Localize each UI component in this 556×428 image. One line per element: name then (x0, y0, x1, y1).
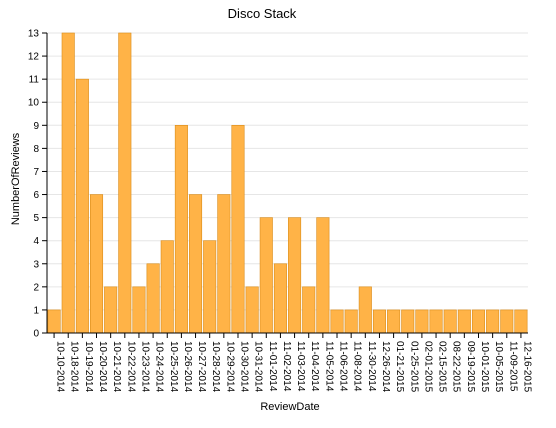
y-tick-label: 8 (33, 144, 39, 155)
bar (203, 240, 217, 334)
bar (330, 309, 344, 334)
bar (415, 309, 429, 334)
y-tick-label: 13 (28, 29, 40, 40)
y-tick-label: 5 (33, 213, 39, 224)
bar (231, 125, 245, 334)
x-tick-label: 10-29-2014 (224, 341, 235, 393)
x-tick-label: 10-22-2014 (125, 341, 136, 393)
bar (471, 309, 486, 334)
bar (174, 125, 188, 334)
bar (429, 309, 443, 334)
bar (443, 309, 457, 334)
bar (146, 263, 160, 334)
x-axis-title: ReviewDate (260, 401, 319, 413)
y-tick-label: 10 (28, 98, 40, 109)
bar (457, 309, 471, 334)
y-tick-label: 3 (33, 259, 39, 270)
x-tick-label: 11-05-2014 (323, 341, 334, 392)
bar (500, 309, 514, 334)
x-tick-label: 10-19-2014 (83, 341, 94, 393)
y-tick-label: 11 (29, 75, 40, 86)
bar (75, 78, 89, 334)
y-axis-title: NumberOfReviews (10, 132, 22, 225)
x-tick-label: 08-22-2015 (451, 341, 462, 393)
bar (316, 217, 330, 334)
x-tick-label: 10-24-2014 (154, 341, 165, 393)
bar (372, 309, 386, 334)
x-tick-label: 10-28-2014 (210, 341, 221, 393)
y-tick-label: 9 (33, 121, 39, 132)
bar (401, 309, 415, 334)
x-tick-label: 12-16-2015 (521, 341, 532, 393)
y-tick-label: 12 (28, 52, 40, 63)
y-tick-label: 6 (33, 190, 39, 201)
bar (189, 194, 203, 334)
bar (358, 286, 372, 334)
bar (118, 32, 132, 334)
bar (245, 286, 259, 334)
x-tick-label: 10-20-2014 (97, 341, 108, 393)
x-axis: 10-10-2014 10-18-2014 10-19-2014 10-20-2014… (47, 332, 532, 393)
x-tick-label: 10-25-2014 (168, 341, 179, 393)
x-tick-label: 10-30-2014 (238, 341, 249, 393)
bar (344, 309, 358, 334)
bar (273, 263, 287, 334)
bar (47, 309, 61, 334)
x-tick-label: 10-31-2014 (253, 341, 264, 393)
x-tick-label: 09-19-2015 (465, 341, 476, 393)
bar (514, 309, 528, 334)
x-tick-label: 11-01-2014 (267, 341, 278, 392)
x-tick-label: 11-03-2014 (295, 341, 306, 392)
bar (160, 240, 174, 334)
x-tick-label: 10-27-2014 (196, 341, 207, 393)
x-tick-label: 10-01-2015 (479, 341, 490, 393)
x-tick-label: 10-10-2014 (55, 341, 66, 393)
y-tick-label: 1 (33, 305, 39, 316)
bar (61, 32, 75, 334)
x-tick-label: 11-06-2014 (338, 341, 349, 392)
x-tick-label: 10-05-2015 (493, 341, 504, 393)
x-tick-label: 01-21-2015 (394, 341, 405, 393)
y-tick-label: 4 (33, 236, 39, 247)
x-tick-label: 10-23-2014 (139, 341, 150, 393)
x-tick-label: 11-09-2015 (507, 341, 518, 392)
x-tick-label: 10-18-2014 (69, 341, 80, 393)
x-tick-label: 10-26-2014 (182, 341, 193, 393)
bar (104, 286, 118, 334)
bar (89, 194, 104, 334)
bar (486, 309, 500, 334)
y-tick-label: 7 (33, 167, 39, 178)
bar (132, 286, 146, 334)
y-tick-label: 2 (33, 282, 39, 293)
x-tick-label: 11-08-2014 (352, 341, 363, 392)
bars (47, 32, 528, 334)
bar (302, 286, 316, 334)
x-tick-label: 12-26-2014 (380, 341, 391, 393)
x-tick-label: 11-30-2014 (366, 341, 377, 392)
x-tick-label: 01-25-2015 (408, 341, 419, 393)
chart-title: Disco Stack (228, 6, 297, 21)
x-tick-label: 02-15-2015 (437, 341, 448, 393)
bar (288, 217, 302, 334)
bar (259, 217, 273, 334)
bar (387, 309, 401, 334)
y-tick-label: 0 (33, 329, 39, 340)
x-tick-label: 11-04-2014 (309, 341, 320, 392)
x-tick-label: 10-21-2014 (111, 341, 122, 393)
bar (217, 194, 231, 334)
x-tick-label: 02-01-2015 (422, 341, 433, 393)
x-tick-label: 11-02-2014 (281, 341, 292, 392)
